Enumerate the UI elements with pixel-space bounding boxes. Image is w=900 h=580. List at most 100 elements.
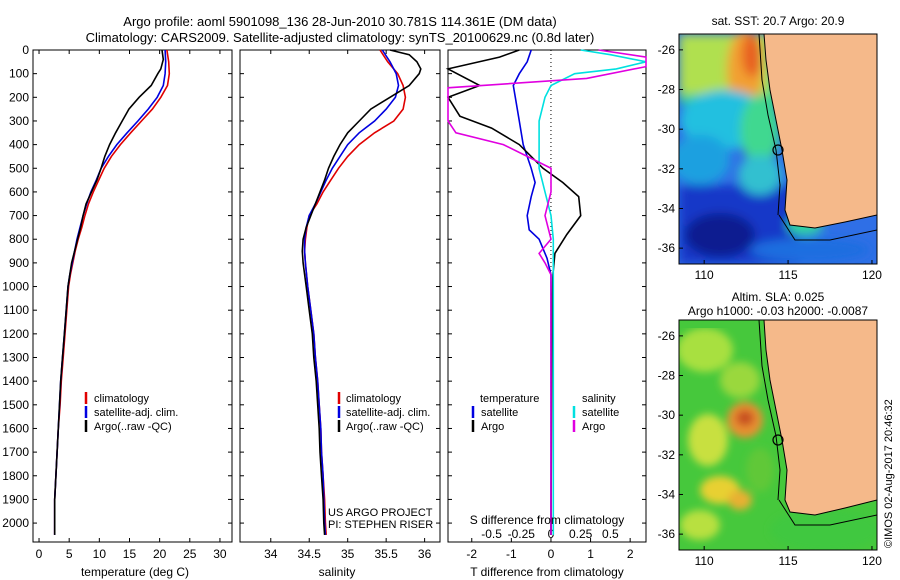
x-tick-label: 36 xyxy=(418,547,432,561)
legend-header-temperature: temperature xyxy=(480,393,539,405)
y-tick-label: 700 xyxy=(9,209,29,223)
series-line-salinity-climatology xyxy=(303,49,407,535)
map-y-tick-label: -34 xyxy=(658,487,676,501)
map-x-tick-label: 110 xyxy=(695,554,714,568)
y-tick-label: 1000 xyxy=(2,280,29,294)
map-y-tick-label: -30 xyxy=(658,408,676,422)
difference-xlabel: T difference from climatology xyxy=(470,565,624,579)
legend-s-satellite: satellite xyxy=(582,407,619,419)
y-tick-label: 900 xyxy=(9,256,29,270)
legend-satellite: satellite-adj. clim. xyxy=(94,407,178,419)
sla-map-title-2: Argo h1000: -0.03 h2000: -0.0087 xyxy=(688,304,868,318)
y-tick-label: 200 xyxy=(9,90,29,104)
x-tick-label: 5 xyxy=(66,547,73,561)
y-tick-label: 1200 xyxy=(2,327,29,341)
map-y-tick-label: -34 xyxy=(658,201,676,215)
series-line-difference-satellite xyxy=(512,49,552,535)
x-tick-label: 35.5 xyxy=(374,547,398,561)
x-tick-label: -2 xyxy=(466,547,477,561)
footer-stamp: ©IMOS 02-Aug-2017 20:46:32 xyxy=(883,399,895,548)
title-line-2: Climatology: CARS2009. Satellite-adjuste… xyxy=(86,30,595,45)
series-line-temperature-argorawqc xyxy=(53,49,165,535)
legend-s-argo: Argo xyxy=(582,421,605,433)
series-line-temperature-satelliteadjclim xyxy=(53,49,167,535)
y-tick-label: 100 xyxy=(9,67,29,81)
map-y-tick-label: -26 xyxy=(658,329,676,343)
map-y-tick-label: -28 xyxy=(658,369,676,383)
x-tick-label: 34.5 xyxy=(298,547,322,561)
map-y-tick-label: -30 xyxy=(658,122,676,136)
s-tick-label: 0.25 xyxy=(569,527,593,541)
title-line-1: Argo profile: aoml 5901098_136 28-Jun-20… xyxy=(123,14,556,29)
series-line-salinity-satelliteadjclim xyxy=(303,49,400,535)
y-tick-label: 300 xyxy=(9,114,29,128)
y-tick-label: 1500 xyxy=(2,398,29,412)
legend-satellite: satellite-adj. clim. xyxy=(346,407,430,419)
legend-t-satellite: satellite xyxy=(481,407,518,419)
s-tick-label: 0.5 xyxy=(602,527,619,541)
series-line-temperature-climatology xyxy=(53,49,171,535)
sla-map-title-1: Altim. SLA: 0.025 xyxy=(732,290,825,304)
map-y-tick-label: -32 xyxy=(658,162,676,176)
x-tick-label: 25 xyxy=(183,547,197,561)
legend-argo: Argo(..raw -QC) xyxy=(346,421,424,433)
map-x-tick-label: 110 xyxy=(695,268,714,282)
series-line-difference-argo xyxy=(447,49,647,535)
argo-position-marker xyxy=(772,434,784,446)
y-tick-label: 1300 xyxy=(2,351,29,365)
map-y-tick-label: -36 xyxy=(658,527,676,541)
salinity-xlabel: salinity xyxy=(319,565,356,579)
y-tick-label: 1700 xyxy=(2,445,29,459)
sla-map: Altim. SLA: 0.025 Argo h1000: -0.03 h200… xyxy=(658,290,883,568)
salinity-legend: climatology satellite-adj. clim. Argo(..… xyxy=(328,392,433,531)
map-y-tick-label: -32 xyxy=(658,448,676,462)
x-tick-label: 10 xyxy=(93,547,107,561)
y-tick-label: 500 xyxy=(9,161,29,175)
map-x-tick-label: 115 xyxy=(778,268,797,282)
map-x-tick-label: 120 xyxy=(862,554,882,568)
temperature-xlabel: temperature (deg C) xyxy=(81,565,189,579)
map-x-tick-label: 115 xyxy=(778,554,797,568)
difference-xlabel-top: S difference from climatology xyxy=(470,513,625,527)
y-tick-label: 1800 xyxy=(2,469,29,483)
series-line-difference-argo xyxy=(445,49,582,535)
sst-map: sat. SST: 20.7 Argo: 20.9 xyxy=(658,14,883,282)
map-x-tick-label: 120 xyxy=(862,268,882,282)
y-tick-label: 1600 xyxy=(2,421,29,435)
x-tick-label: 0 xyxy=(548,547,555,561)
y-tick-label: 600 xyxy=(9,185,29,199)
argo-position-marker xyxy=(772,144,784,156)
x-tick-label: 0 xyxy=(36,547,43,561)
legend-header-salinity: salinity xyxy=(582,393,616,405)
project-note: US ARGO PROJECT xyxy=(328,507,433,519)
x-tick-label: 35 xyxy=(341,547,355,561)
plot-frame-salinity xyxy=(239,49,441,543)
x-tick-label: 15 xyxy=(123,547,137,561)
y-tick-label: 1900 xyxy=(2,492,29,506)
y-tick-label: 1400 xyxy=(2,374,29,388)
legend-climatology: climatology xyxy=(94,393,150,405)
x-tick-label: 1 xyxy=(587,547,594,561)
y-tick-label: 2000 xyxy=(2,516,29,530)
temperature-legend: climatology satellite-adj. clim. Argo(..… xyxy=(84,392,178,433)
pi-note: PI: STEPHEN RISER xyxy=(328,519,433,531)
s-tick-label: -0.25 xyxy=(508,527,536,541)
legend-climatology: climatology xyxy=(346,393,402,405)
sst-map-title: sat. SST: 20.7 Argo: 20.9 xyxy=(712,14,845,28)
s-tick-label: -0.5 xyxy=(481,527,502,541)
legend-t-argo: Argo xyxy=(481,421,504,433)
legend-argo: Argo(..raw -QC) xyxy=(94,421,172,433)
series-line-salinity-argorawqc xyxy=(301,49,422,535)
plot-frame-difference xyxy=(447,49,647,543)
y-tick-label: 0 xyxy=(22,43,29,57)
y-tick-label: 400 xyxy=(9,138,29,152)
map-y-tick-label: -28 xyxy=(658,83,676,97)
y-tick-label: 1100 xyxy=(3,303,29,317)
series-line-difference-satellite xyxy=(538,49,647,535)
x-tick-label: 2 xyxy=(627,547,634,561)
x-tick-label: 30 xyxy=(213,547,227,561)
map-y-tick-label: -26 xyxy=(658,43,676,57)
plot-frame-temperature xyxy=(32,49,233,543)
difference-legend: temperature salinity satellite Argo sate… xyxy=(471,393,619,433)
